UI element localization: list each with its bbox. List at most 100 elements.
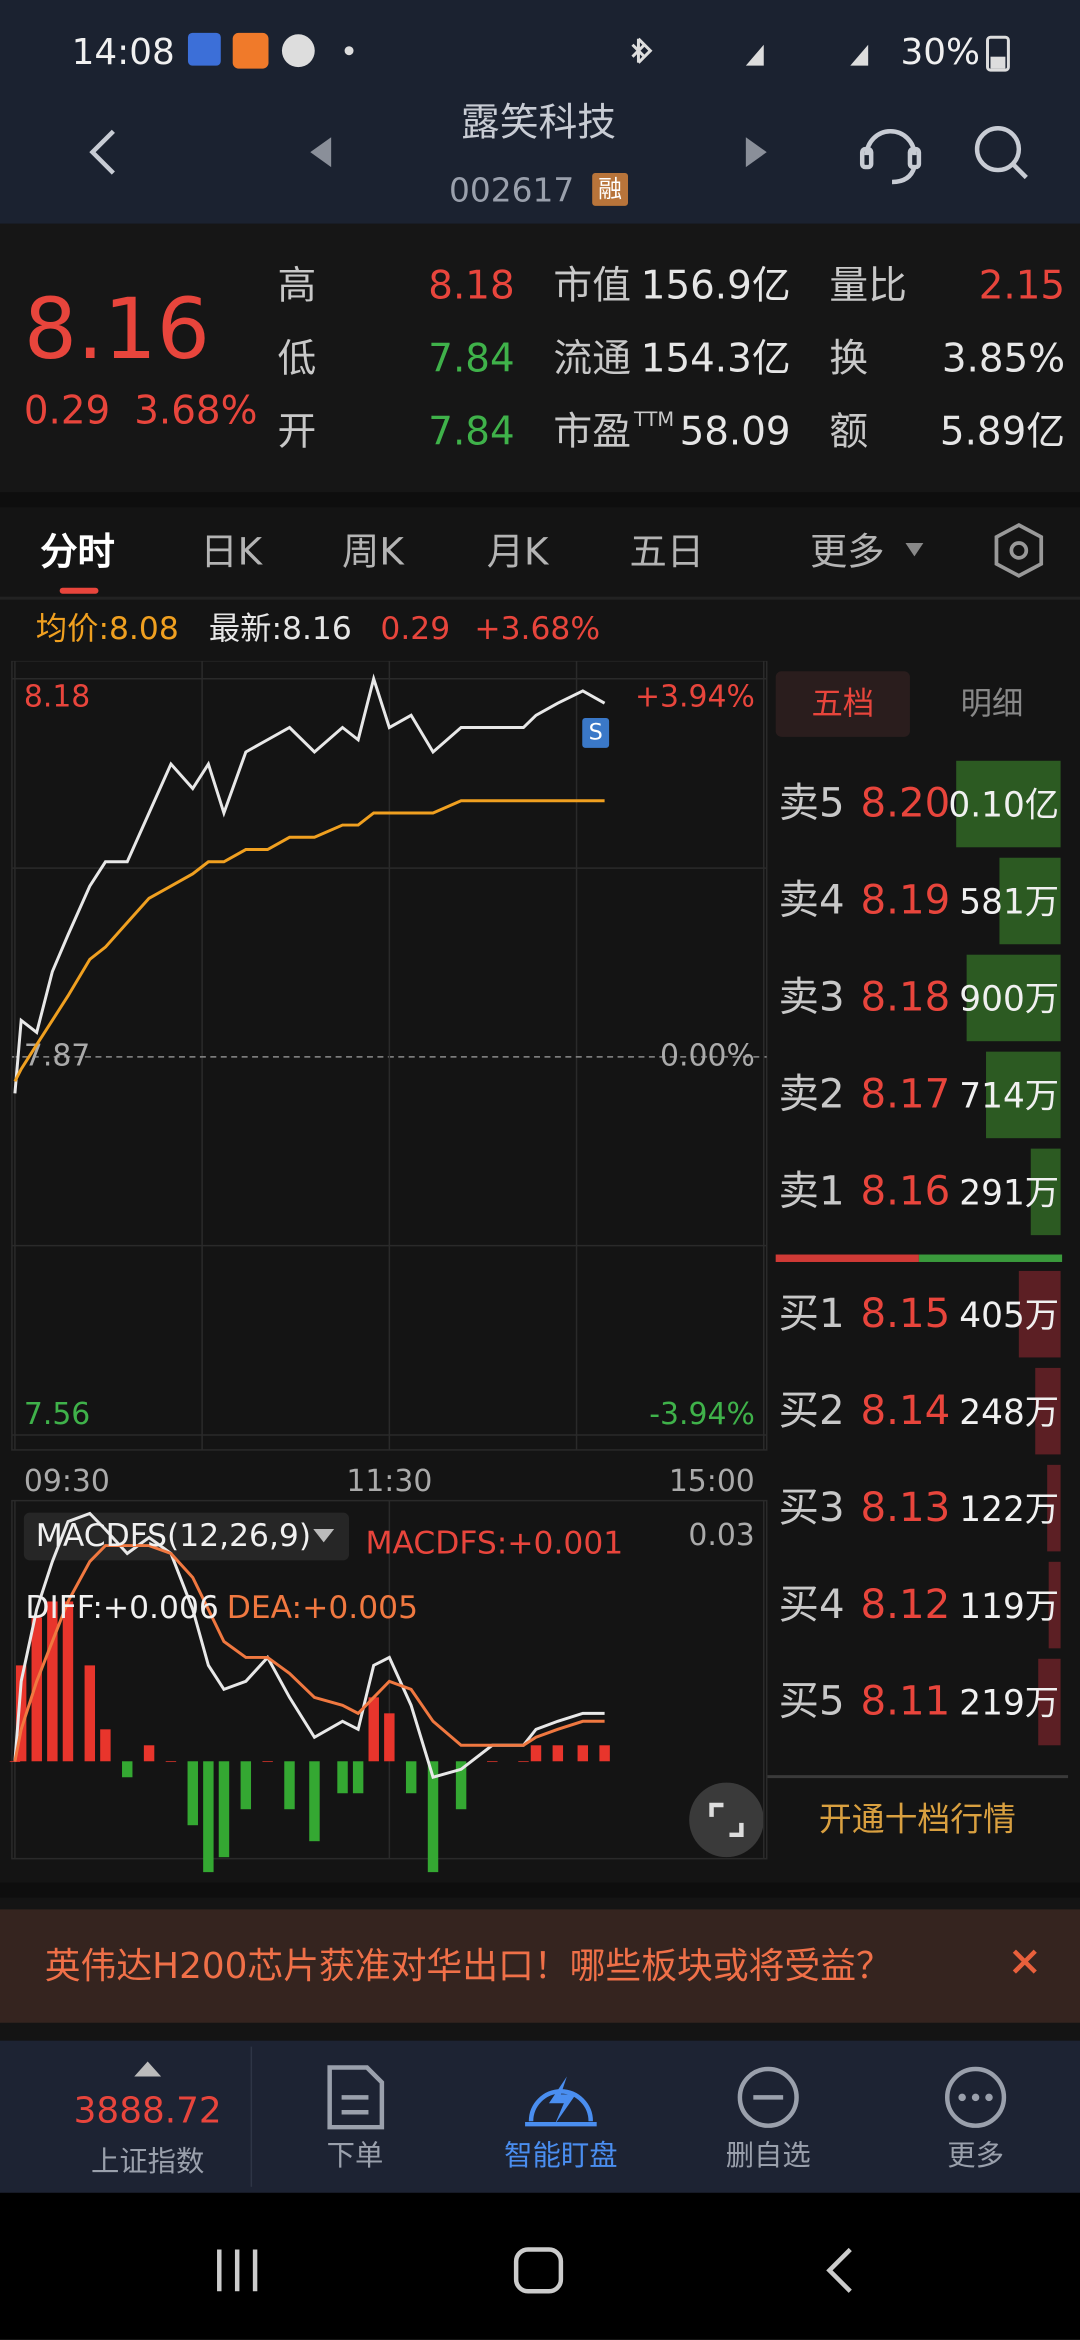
macd-bar bbox=[84, 1665, 96, 1762]
news-banner[interactable] bbox=[0, 1909, 1080, 2023]
settings-icon[interactable] bbox=[994, 522, 1044, 578]
chart-tab[interactable]: 月K bbox=[486, 530, 549, 574]
macd-bar bbox=[337, 1761, 348, 1794]
stat-value: 5.89亿 bbox=[939, 410, 1066, 455]
book-label: 卖5 bbox=[778, 780, 845, 828]
y2-tick-label: 0.00% bbox=[660, 1038, 755, 1073]
tab-active-bg bbox=[775, 671, 910, 737]
book-label: 买3 bbox=[778, 1484, 845, 1532]
macd-bar bbox=[122, 1761, 133, 1778]
change-pct: 3.68% bbox=[134, 389, 258, 435]
summary-pct: +3.68% bbox=[474, 610, 601, 647]
y2-tick-label: -3.94% bbox=[649, 1397, 755, 1432]
book-volume: 291万 bbox=[959, 1174, 1060, 1214]
volume-bar bbox=[966, 954, 1061, 1042]
index-name: 上证指数 bbox=[90, 2145, 205, 2179]
book-price: 8.15 bbox=[860, 1291, 951, 1338]
macd-bar bbox=[577, 1745, 589, 1762]
book-price: 8.11 bbox=[860, 1678, 951, 1726]
next-icon[interactable] bbox=[745, 137, 767, 168]
book-volume: 581万 bbox=[959, 883, 1060, 923]
signal-label: S bbox=[589, 719, 603, 745]
system-buttons[interactable] bbox=[217, 2247, 852, 2294]
news-text[interactable]: 英伟达H200芯片获准对华出口！哪些板块或将受益？ bbox=[44, 1945, 892, 1987]
stat-value: 156.9亿 bbox=[640, 264, 791, 309]
book-volume: 714万 bbox=[959, 1077, 1060, 1117]
macd-bar bbox=[518, 1761, 529, 1763]
macd-line bbox=[13, 1544, 605, 1762]
volume-bar bbox=[986, 1051, 1061, 1139]
y-tick-label: 8.18 bbox=[24, 680, 90, 715]
settings-icon bbox=[1009, 541, 1029, 560]
book-divider bbox=[775, 1254, 919, 1262]
book-volume: 900万 bbox=[959, 980, 1060, 1020]
stat-value: 2.15 bbox=[978, 264, 1066, 309]
book-label: 卖4 bbox=[778, 877, 845, 925]
stock-code: 002617 bbox=[449, 173, 575, 211]
macd-bar bbox=[384, 1713, 395, 1762]
nav-label[interactable]: 删自选 bbox=[725, 2139, 811, 2173]
divider bbox=[766, 1775, 1069, 1779]
nav-label[interactable]: 智能盯盘 bbox=[504, 2139, 618, 2173]
status-icons bbox=[187, 32, 1010, 72]
stat-value: 3.85% bbox=[941, 337, 1066, 382]
stat-label: 换 bbox=[829, 337, 869, 382]
indicator-selector[interactable] bbox=[23, 1512, 350, 1561]
macd-bar bbox=[165, 1761, 177, 1763]
macd-bar bbox=[187, 1761, 198, 1826]
y-tick-label: 7.87 bbox=[24, 1038, 90, 1073]
macd-bar bbox=[352, 1761, 364, 1794]
remove-icon[interactable] bbox=[737, 2066, 799, 2128]
macd-bar bbox=[284, 1761, 295, 1810]
book-tab[interactable]: 明细 bbox=[960, 685, 1024, 722]
watch-icon[interactable] bbox=[525, 2076, 597, 2127]
stat-label: 额 bbox=[829, 410, 869, 455]
expand-button[interactable] bbox=[689, 1782, 764, 1858]
change: 0.29 bbox=[23, 389, 111, 435]
nav-label[interactable]: 更多 bbox=[947, 2139, 1004, 2173]
book-divider bbox=[918, 1254, 1063, 1262]
order-icon[interactable] bbox=[327, 2065, 385, 2130]
macd-bar bbox=[530, 1745, 542, 1762]
book-label: 买4 bbox=[778, 1581, 845, 1629]
chart-tab[interactable]: 周K bbox=[342, 530, 404, 574]
macd-bar bbox=[9, 1761, 21, 1763]
chart-tab[interactable]: 五日 bbox=[629, 530, 705, 574]
service-icon[interactable] bbox=[859, 129, 922, 185]
chart-tab[interactable]: 日K bbox=[200, 530, 263, 574]
chart-tab[interactable]: 分时 bbox=[40, 530, 115, 574]
book-volume: 122万 bbox=[959, 1490, 1060, 1530]
macd-bar bbox=[31, 1617, 42, 1762]
margin-badge: 融 bbox=[592, 173, 629, 206]
book-volume: 0.10亿 bbox=[948, 786, 1060, 826]
chart-tab[interactable]: 更多 bbox=[809, 530, 885, 574]
volume-bar bbox=[1030, 1148, 1061, 1236]
macd-bar bbox=[368, 1697, 379, 1762]
search-icon[interactable] bbox=[974, 126, 1028, 180]
prev-icon[interactable] bbox=[310, 137, 332, 168]
close-icon[interactable] bbox=[1012, 1949, 1037, 1974]
macd-bar bbox=[203, 1761, 214, 1873]
index-value: 3888.72 bbox=[73, 2089, 222, 2132]
macd-bar bbox=[427, 1761, 439, 1873]
upgrade-button[interactable]: 开通十档行情 bbox=[818, 1801, 1016, 1840]
back-icon[interactable] bbox=[89, 129, 115, 175]
diff-value: DIFF:+0.006 bbox=[25, 1589, 219, 1626]
system-nav bbox=[0, 2192, 1080, 2340]
book-price: 8.17 bbox=[860, 1071, 951, 1119]
stat-label: 流通 bbox=[553, 337, 632, 382]
macd-bar bbox=[552, 1745, 564, 1762]
book-tab[interactable]: 五档 bbox=[811, 685, 875, 722]
book-volume: 219万 bbox=[959, 1684, 1060, 1724]
volume-bar bbox=[1048, 1561, 1061, 1649]
stock-name: 露笑科技 bbox=[460, 101, 617, 147]
macd-bar bbox=[47, 1601, 58, 1762]
book-price: 8.18 bbox=[860, 974, 951, 1022]
book-label: 卖3 bbox=[778, 974, 845, 1022]
more-icon[interactable] bbox=[944, 2066, 1007, 2128]
nav-label[interactable]: 下单 bbox=[326, 2139, 384, 2173]
macd-bar bbox=[309, 1761, 320, 1842]
x-tick-label: 11:30 bbox=[346, 1464, 432, 1499]
selector-arrow bbox=[313, 1529, 335, 1543]
